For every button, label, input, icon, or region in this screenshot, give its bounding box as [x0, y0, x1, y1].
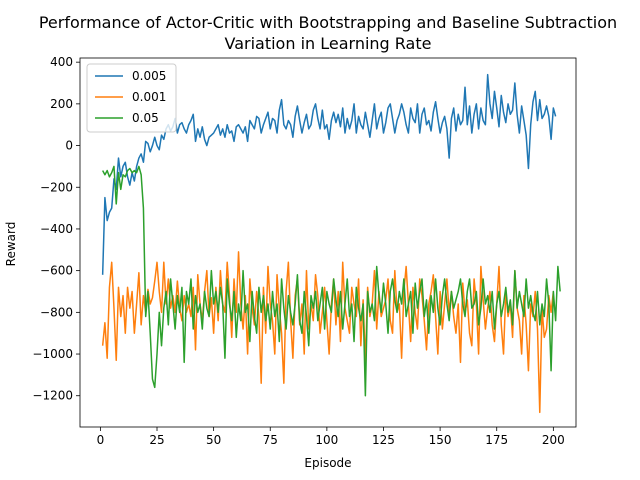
- y-tick-label-2: −800: [40, 305, 73, 319]
- y-tick-label-8: 400: [50, 55, 73, 69]
- y-tick-label-6: 0: [65, 139, 73, 153]
- series-line-2: [101, 165, 561, 397]
- plot-frame: [79, 57, 577, 428]
- y-tick-label-3: −600: [40, 264, 73, 278]
- x-tick-label-2: 50: [206, 433, 221, 447]
- x-tick-label-0: 0: [97, 433, 105, 447]
- legend-label-1: 0.001: [132, 90, 166, 104]
- legend-box: [86, 63, 177, 133]
- x-tick-label-4: 100: [315, 433, 338, 447]
- x-tick-label-1: 25: [149, 433, 164, 447]
- legend-label-0: 0.005: [132, 69, 166, 83]
- x-tick-label-7: 175: [485, 433, 508, 447]
- y-tick-label-1: −1000: [32, 347, 73, 361]
- legend-label-2: 0.05: [132, 111, 159, 125]
- chart-title-line-2: Variation in Learning Rate: [225, 34, 432, 53]
- y-tick-label-5: −200: [40, 180, 73, 194]
- axes: 0 25 50 75 100 125 150 175 200 −1200 −1000 −800 −600…: [32, 55, 577, 447]
- x-axis-label: Episode: [304, 456, 351, 470]
- plot-lines: [101, 73, 561, 414]
- x-tick-label-3: 75: [263, 433, 278, 447]
- series-line-1: [101, 251, 555, 414]
- x-tick-label-6: 150: [429, 433, 452, 447]
- y-axis-label: Reward: [4, 222, 18, 267]
- x-tick-label-8: 200: [542, 433, 565, 447]
- y-tick-label-0: −1200: [32, 389, 73, 403]
- y-tick-label-7: 200: [50, 97, 73, 111]
- legend: 0.005 0.001 0.05: [86, 63, 177, 133]
- y-tick-label-4: −400: [40, 222, 73, 236]
- chart-title-line-1: Performance of Actor-Critic with Bootstr…: [39, 13, 617, 32]
- series-line-0: [101, 73, 557, 275]
- x-tick-label-5: 125: [372, 433, 395, 447]
